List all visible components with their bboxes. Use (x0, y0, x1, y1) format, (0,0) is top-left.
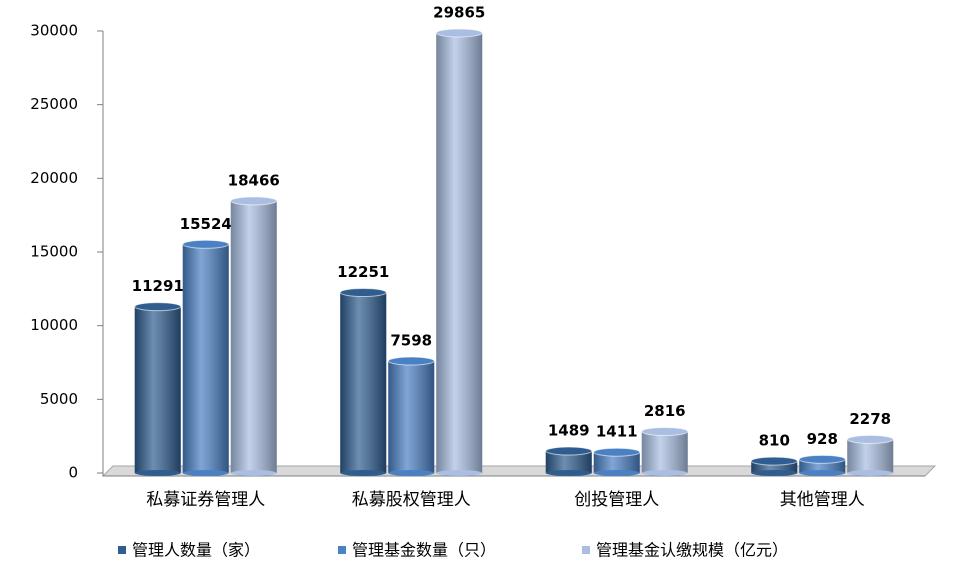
bar-top (846, 434, 894, 444)
value-label: 12251 (337, 263, 389, 281)
value-label: 1411 (596, 423, 638, 441)
bar (593, 447, 641, 476)
y-tick-label: 30000 (30, 22, 78, 40)
bar (545, 446, 593, 476)
value-label: 2816 (644, 402, 686, 420)
bar-base (799, 470, 846, 476)
legend-swatch (118, 546, 126, 554)
x-tick-label: 私募证券管理人 (146, 490, 265, 510)
bar-base (230, 470, 277, 476)
bar-top (134, 302, 182, 312)
legend-label: 管理基金数量（只） (352, 541, 496, 560)
value-label: 29865 (433, 3, 485, 21)
value-label: 1489 (548, 422, 590, 440)
bar-top (545, 446, 593, 456)
bar-shade (751, 461, 798, 473)
bar (387, 356, 435, 476)
value-label: 7598 (390, 332, 432, 350)
bar-base (641, 470, 688, 476)
y-tick-label: 0 (68, 464, 78, 482)
bar-shade (593, 452, 640, 473)
x-tick-label: 其他管理人 (780, 490, 865, 510)
bar-top (641, 427, 689, 437)
bar-base (593, 470, 640, 476)
bar-base (182, 470, 229, 476)
bar-shade (340, 292, 387, 473)
bar-base (436, 470, 483, 476)
value-label: 15524 (180, 215, 232, 233)
bar-shade (436, 32, 483, 473)
bar-base (545, 470, 592, 476)
bar (182, 239, 230, 476)
bar (230, 196, 278, 476)
bar (134, 302, 182, 476)
bar (435, 28, 483, 476)
bar-shade (388, 361, 435, 473)
x-tick-label: 私募股权管理人 (352, 490, 471, 510)
bar-shade (182, 244, 229, 473)
value-label: 2278 (849, 410, 891, 428)
y-tick-label: 10000 (30, 316, 78, 334)
bar (798, 454, 846, 476)
bar-base (340, 470, 387, 476)
value-label: 18466 (228, 171, 280, 189)
bar-top (182, 239, 230, 249)
bar (846, 434, 894, 476)
bar-top (750, 456, 798, 466)
bar-top (798, 454, 846, 464)
legend-label: 管理基金认缴规模（亿元） (596, 541, 788, 560)
value-label: 928 (807, 430, 838, 448)
bar-shade (545, 451, 592, 473)
bar-top (593, 447, 641, 457)
y-tick-label: 5000 (40, 390, 78, 408)
bar-top (230, 196, 278, 206)
x-tick-label: 创投管理人 (574, 490, 659, 510)
bar-shade (134, 306, 181, 473)
bar (641, 427, 689, 476)
bar-shade (230, 200, 277, 473)
bar-base (751, 470, 798, 476)
bar-base (134, 470, 181, 476)
bar-top (387, 356, 435, 366)
bar-shade (641, 431, 688, 473)
bar-base (847, 470, 894, 476)
bar (750, 456, 798, 476)
bar (339, 288, 387, 476)
y-tick-label: 15000 (30, 243, 78, 261)
bar-top (435, 28, 483, 38)
y-tick-label: 20000 (30, 169, 78, 187)
value-label: 11291 (132, 277, 184, 295)
y-tick-label: 25000 (30, 95, 78, 113)
legend-label: 管理人数量（家） (132, 541, 260, 560)
bar-top (339, 288, 387, 298)
value-label: 810 (759, 432, 790, 450)
legend-swatch (582, 546, 590, 554)
bar-shade (847, 439, 894, 473)
bar-base (388, 470, 435, 476)
legend-swatch (338, 546, 346, 554)
